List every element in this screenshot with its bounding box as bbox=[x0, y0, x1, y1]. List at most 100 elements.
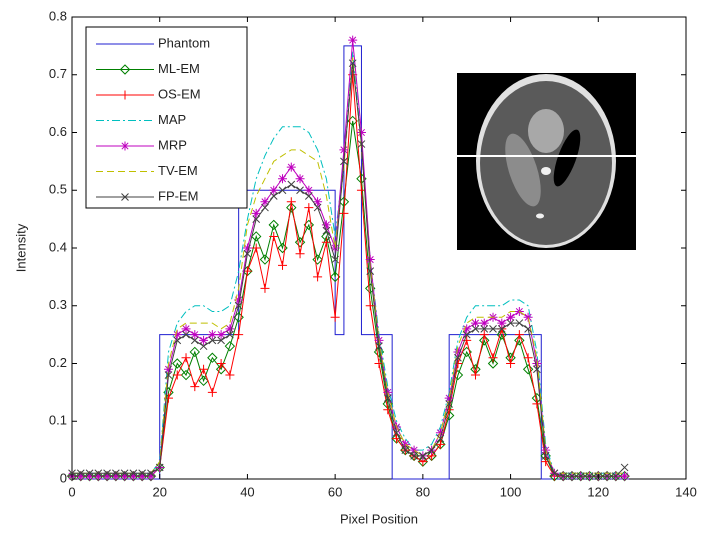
marker bbox=[497, 318, 507, 328]
marker bbox=[427, 446, 436, 454]
legend-label: MRP bbox=[158, 137, 187, 152]
marker bbox=[234, 301, 243, 310]
marker bbox=[550, 469, 559, 478]
marker bbox=[611, 472, 620, 480]
marker bbox=[356, 128, 366, 137]
marker bbox=[541, 452, 550, 460]
x-tick-label: 140 bbox=[675, 484, 697, 499]
marker bbox=[497, 324, 506, 333]
marker bbox=[383, 394, 392, 403]
marker bbox=[603, 472, 611, 480]
marker bbox=[138, 469, 147, 478]
marker bbox=[163, 364, 173, 374]
marker bbox=[532, 399, 542, 409]
marker bbox=[375, 342, 383, 351]
marker bbox=[216, 330, 226, 340]
marker bbox=[523, 312, 533, 322]
x-tick-label: 0 bbox=[68, 484, 75, 499]
marker bbox=[313, 203, 322, 212]
marker bbox=[278, 174, 288, 184]
marker bbox=[234, 330, 244, 340]
marker bbox=[585, 472, 594, 480]
x-tick-label: 80 bbox=[416, 484, 430, 499]
series-line bbox=[72, 51, 625, 474]
x-tick-label: 100 bbox=[500, 484, 522, 499]
marker bbox=[224, 340, 236, 352]
y-tick-label: 0 bbox=[60, 470, 67, 485]
marker bbox=[401, 446, 410, 454]
legend-label: MAP bbox=[158, 112, 186, 127]
y-tick-label: 0.2 bbox=[49, 355, 67, 370]
marker bbox=[155, 463, 164, 472]
y-tick-label: 0.4 bbox=[49, 239, 67, 254]
marker bbox=[286, 197, 296, 207]
inset-left-ellipse bbox=[505, 133, 541, 207]
marker bbox=[524, 324, 532, 333]
marker bbox=[329, 271, 341, 283]
marker bbox=[365, 255, 375, 265]
marker bbox=[295, 174, 305, 184]
y-tick-label: 0.7 bbox=[49, 66, 67, 81]
marker bbox=[331, 255, 339, 264]
y-tick-label: 0.8 bbox=[49, 8, 67, 23]
marker bbox=[137, 471, 147, 481]
marker bbox=[559, 472, 568, 480]
marker bbox=[85, 469, 94, 478]
marker bbox=[207, 330, 217, 340]
marker bbox=[453, 347, 463, 357]
marker bbox=[506, 359, 516, 368]
marker bbox=[68, 469, 76, 478]
marker bbox=[479, 330, 489, 340]
marker bbox=[312, 254, 323, 265]
marker bbox=[340, 157, 348, 166]
marker bbox=[278, 186, 287, 195]
marker bbox=[260, 283, 270, 293]
marker bbox=[487, 358, 499, 369]
marker bbox=[286, 202, 297, 213]
marker bbox=[294, 237, 306, 248]
marker bbox=[181, 324, 191, 334]
marker bbox=[348, 35, 358, 45]
marker bbox=[198, 375, 209, 387]
marker bbox=[269, 192, 278, 200]
marker bbox=[146, 471, 156, 481]
marker bbox=[304, 203, 314, 213]
marker bbox=[225, 370, 235, 380]
y-tick-label: 0.5 bbox=[49, 182, 67, 197]
marker bbox=[366, 267, 375, 275]
marker bbox=[173, 336, 182, 345]
marker bbox=[199, 335, 209, 345]
marker bbox=[251, 208, 261, 218]
legend-label: Phantom bbox=[158, 35, 210, 50]
marker bbox=[120, 141, 130, 151]
inset-brain bbox=[480, 81, 612, 245]
marker bbox=[216, 359, 226, 368]
marker bbox=[278, 260, 288, 270]
marker bbox=[269, 231, 279, 241]
marker bbox=[489, 324, 497, 333]
marker bbox=[128, 471, 138, 481]
marker bbox=[454, 353, 462, 362]
series-line bbox=[72, 63, 625, 477]
marker bbox=[102, 471, 112, 481]
legend-box bbox=[85, 26, 248, 209]
marker bbox=[129, 469, 138, 478]
marker bbox=[488, 353, 498, 363]
marker bbox=[365, 301, 375, 311]
marker bbox=[120, 471, 130, 481]
marker bbox=[111, 471, 121, 481]
legend-label: FP-EM bbox=[158, 188, 198, 203]
marker bbox=[190, 330, 200, 340]
legend-label: TV-EM bbox=[158, 163, 198, 178]
marker bbox=[445, 400, 454, 408]
x-tick-label: 60 bbox=[328, 484, 342, 499]
marker bbox=[172, 358, 183, 369]
y-axis-label: Intensity bbox=[13, 223, 28, 272]
marker bbox=[76, 469, 85, 478]
marker bbox=[568, 472, 576, 480]
marker bbox=[462, 324, 472, 334]
marker bbox=[444, 393, 454, 403]
legend: Phantom ML-EM OS-EM MAP MRP TV-EM FP-EM bbox=[85, 26, 248, 209]
marker bbox=[435, 439, 445, 449]
